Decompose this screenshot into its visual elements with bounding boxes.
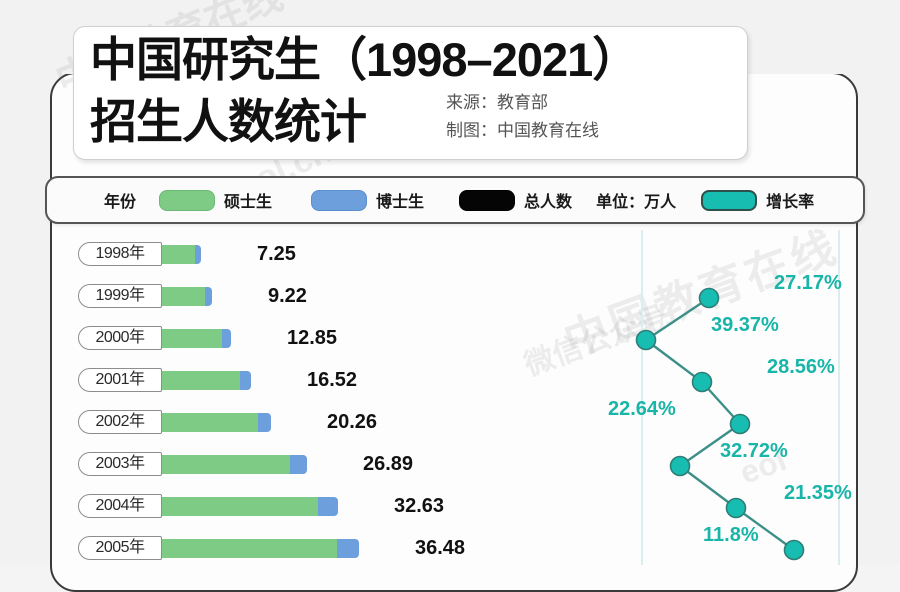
bar-segment-master (162, 413, 258, 432)
bar-segment-master (162, 287, 205, 306)
growth-rate-label: 11.8% (703, 524, 759, 546)
bar-segment-doctor (337, 539, 359, 558)
growth-point-marker[interactable] (729, 413, 751, 435)
legend-label-master: 硕士生 (224, 194, 273, 211)
year-pill[interactable]: 2004年 (78, 494, 162, 518)
year-pill[interactable]: 2001年 (78, 368, 162, 392)
growth-rate-label: 39.37% (711, 314, 779, 336)
table-row: 1999年 9.22 (52, 284, 858, 308)
source-block: 来源：教育部 制图：中国教育在线 (446, 89, 599, 144)
stacked-bar (162, 455, 307, 474)
bar-segment-master (162, 497, 318, 516)
title-line-1: 中国研究生（1998–2021） (90, 33, 639, 86)
table-row: 2003年 26.89 (52, 452, 858, 476)
legend-bar: 年份 硕士生 博士生 总人数 单位：万人 增长率 (45, 176, 865, 224)
legend-item-growth: 增长率 (692, 188, 814, 212)
stacked-bar (162, 287, 212, 306)
legend-swatch-growth (701, 189, 758, 211)
stacked-bar (162, 329, 231, 348)
page-title: 中国研究生（1998–2021） 招生人数统计 (90, 29, 650, 153)
legend-item-doctor: 博士生 (302, 188, 424, 212)
growth-point-marker[interactable] (783, 539, 805, 561)
legend-swatch-doctor (311, 189, 368, 211)
table-row: 2000年 12.85 (52, 326, 858, 350)
bar-value-label: 16.52 (307, 369, 358, 391)
legend-item-year: 年份 (104, 188, 136, 212)
credit-label: 制图：中国教育在线 (446, 120, 599, 140)
stacked-bar (162, 371, 251, 390)
legend-item-total: 总人数 (450, 188, 572, 212)
title-line-2: 招生人数统计 (90, 95, 367, 149)
growth-point-marker[interactable] (725, 497, 747, 519)
year-pill[interactable]: 1998年 (78, 242, 162, 266)
stacked-bar (162, 413, 271, 432)
bar-value-label: 7.25 (257, 243, 296, 265)
bar-value-label: 9.22 (268, 285, 307, 307)
growth-point-marker[interactable] (691, 371, 713, 393)
bar-value-label: 20.26 (327, 411, 378, 433)
legend-swatch-master (159, 189, 216, 211)
bar-value-label: 12.85 (287, 327, 338, 349)
bar-value-label: 32.63 (394, 495, 445, 517)
table-row: 1998年 7.25 (52, 242, 858, 266)
bar-segment-master (162, 371, 240, 390)
bar-value-label: 36.48 (415, 537, 466, 559)
gridline-left (641, 230, 643, 565)
bar-segment-master (162, 329, 222, 348)
bar-segment-doctor (205, 287, 212, 306)
chart-plot-area: 1998年 7.25 1999年 9.22 2000年 12.85 2001年 16.52 20… (52, 230, 858, 565)
bar-segment-doctor (240, 371, 251, 390)
table-row: 2005年 36.48 (52, 536, 858, 560)
bar-segment-master (162, 539, 337, 558)
year-pill[interactable]: 2002年 (78, 410, 162, 434)
growth-rate-label: 28.56% (767, 356, 835, 378)
stacked-bar (162, 497, 338, 516)
growth-point-marker[interactable] (698, 287, 720, 309)
stacked-bar (162, 245, 201, 264)
growth-rate-label: 22.64% (608, 398, 676, 420)
year-pill[interactable]: 2005年 (78, 536, 162, 560)
bar-segment-doctor (222, 329, 231, 348)
legend-label-unit: 单位：万人 (596, 194, 677, 211)
legend-label-year: 年份 (104, 194, 137, 211)
legend-label-growth: 增长率 (766, 194, 815, 211)
bar-segment-doctor (258, 413, 271, 432)
growth-point-marker[interactable] (669, 455, 691, 477)
legend-label-doctor: 博士生 (376, 194, 425, 211)
infographic-canvas: 中国教育在线 eol.cn 中国教育在线 微信公众号 eol 中国研究生（199… (45, 0, 865, 592)
gridline-right (838, 230, 840, 565)
growth-rate-label: 27.17% (774, 272, 842, 294)
year-pill[interactable]: 2000年 (78, 326, 162, 350)
bar-value-label: 26.89 (363, 453, 414, 475)
title-box: 中国研究生（1998–2021） 招生人数统计 来源：教育部 制图：中国教育在线 (73, 26, 748, 160)
legend-swatch-total (459, 189, 516, 211)
bar-segment-doctor (318, 497, 338, 516)
growth-point-marker[interactable] (635, 329, 657, 351)
growth-rate-label: 32.72% (720, 440, 788, 462)
table-row: 2001年 16.52 (52, 368, 858, 392)
growth-rate-line (635, 287, 805, 561)
table-row: 2004年 32.63 (52, 494, 858, 518)
table-row: 2002年 20.26 (52, 410, 858, 434)
year-pill[interactable]: 1999年 (78, 284, 162, 308)
bar-segment-doctor (290, 455, 307, 474)
year-pill[interactable]: 2003年 (78, 452, 162, 476)
legend-item-master: 硕士生 (150, 188, 272, 212)
bar-segment-master (162, 455, 290, 474)
legend-item-unit: 单位：万人 (596, 188, 676, 212)
growth-rate-label: 21.35% (784, 482, 852, 504)
legend-label-total: 总人数 (524, 194, 573, 211)
stacked-bar (162, 539, 359, 558)
source-label: 来源：教育部 (446, 93, 548, 112)
bar-segment-doctor (195, 245, 201, 264)
bar-segment-master (162, 245, 195, 264)
